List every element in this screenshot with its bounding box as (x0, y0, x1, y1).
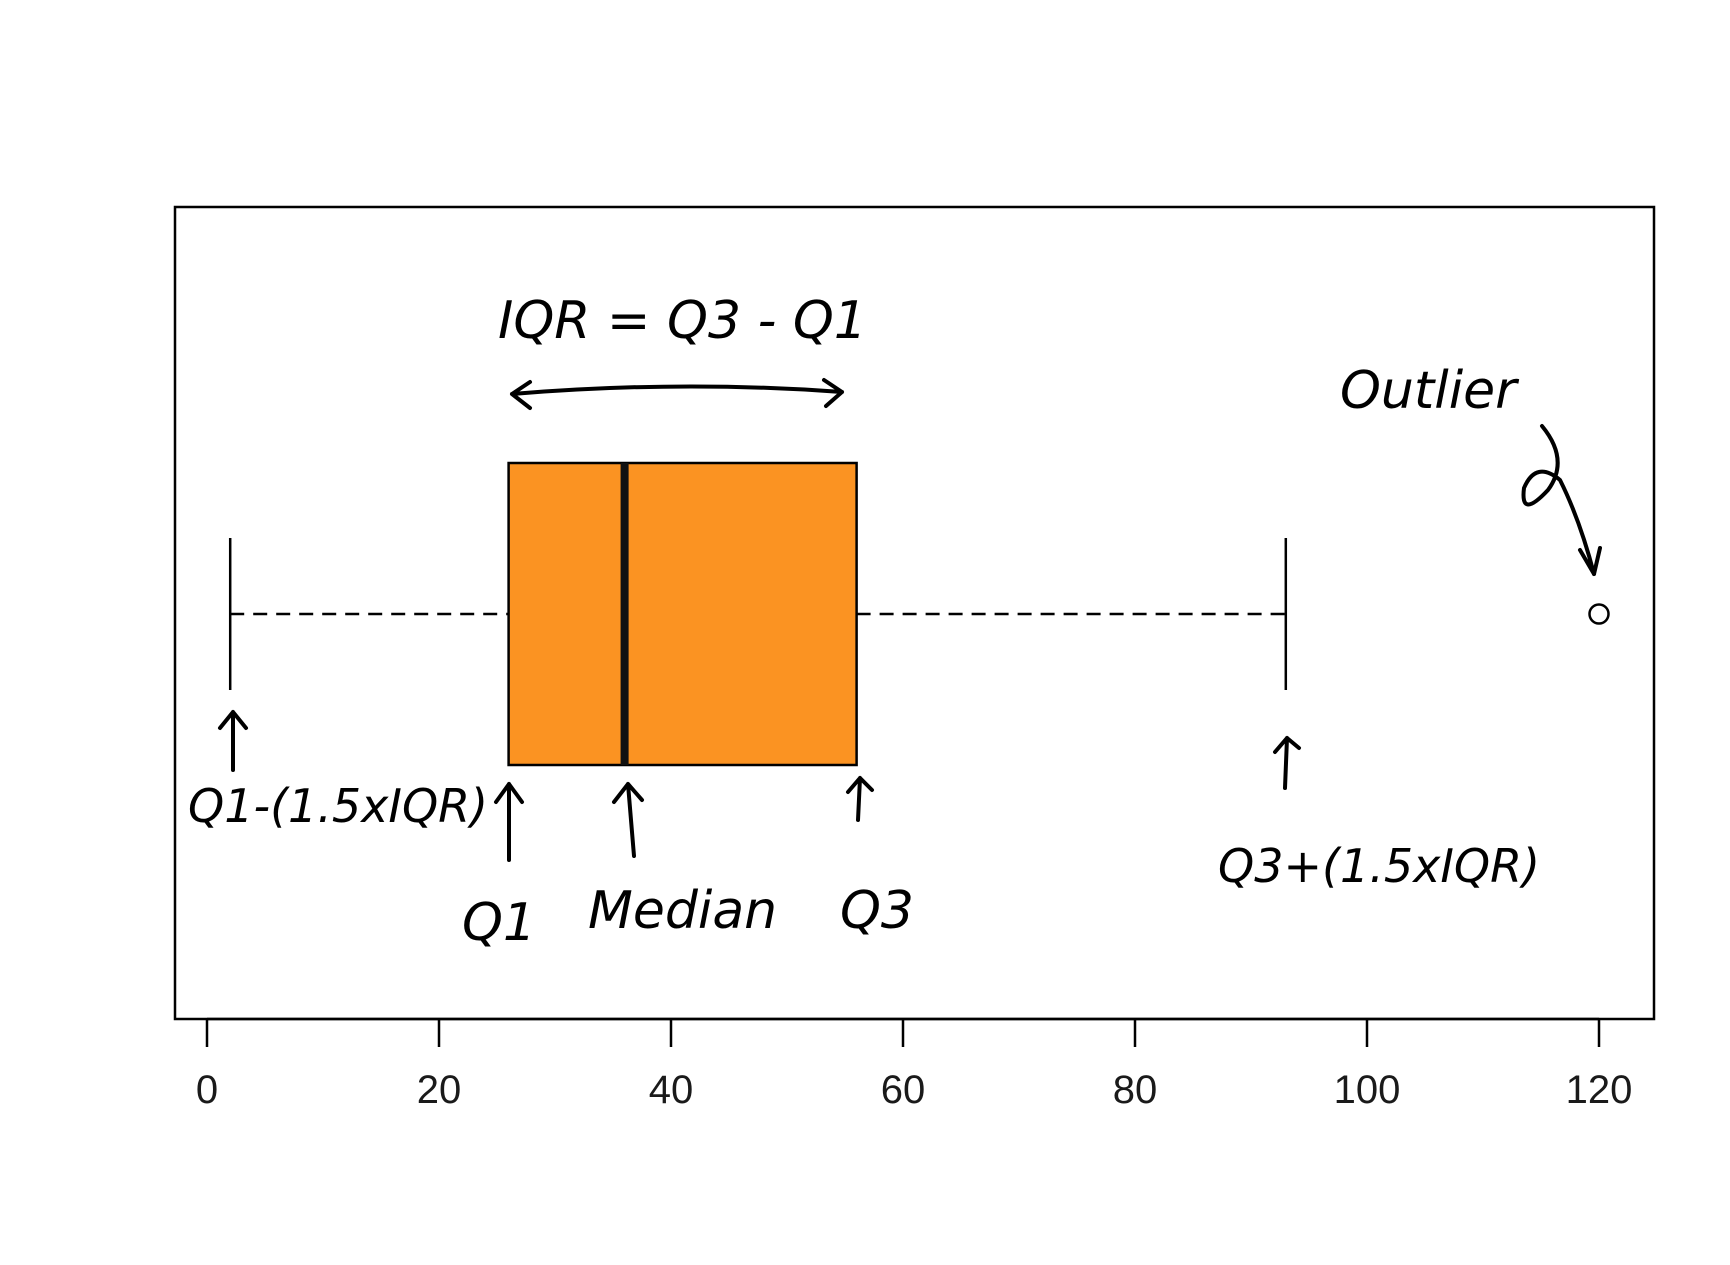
upper-fence-arrow (1273, 736, 1301, 790)
iqr-annotation: IQR = Q3 - Q1 (498, 291, 867, 351)
q1-annotation: Q1 (462, 893, 536, 953)
outlier-point (1588, 603, 1610, 625)
x-tick-label: 20 (417, 1068, 462, 1112)
lower-fence-arrow (218, 710, 248, 772)
q1-arrow (494, 782, 524, 862)
iqr-box (507, 461, 858, 767)
upper-fence-annotation: Q3+(1.5xIQR) (1218, 839, 1540, 893)
x-tick-label: 100 (1334, 1068, 1401, 1112)
q3-arrow (846, 776, 874, 822)
median-arrow (612, 782, 644, 858)
iqr-double-arrow (510, 378, 844, 410)
x-tick-label: 0 (196, 1068, 218, 1112)
x-axis: 0 20 40 60 80 100 120 (196, 1017, 1633, 1112)
x-tick-label: 120 (1566, 1068, 1633, 1112)
x-tick-label: 40 (649, 1068, 694, 1112)
annotations: IQR = Q3 - Q1 Outlier Q1-(1.5xIQR) Q1 Me… (188, 291, 1602, 953)
x-tick-label: 80 (1113, 1068, 1158, 1112)
x-tick-label: 60 (881, 1068, 926, 1112)
q3-annotation: Q3 (840, 881, 914, 941)
lower-fence-annotation: Q1-(1.5xIQR) (188, 779, 488, 833)
median-annotation: Median (588, 881, 777, 941)
box-plot (228, 461, 1610, 767)
outlier-arrow (1521, 424, 1602, 576)
outlier-annotation: Outlier (1340, 361, 1520, 421)
